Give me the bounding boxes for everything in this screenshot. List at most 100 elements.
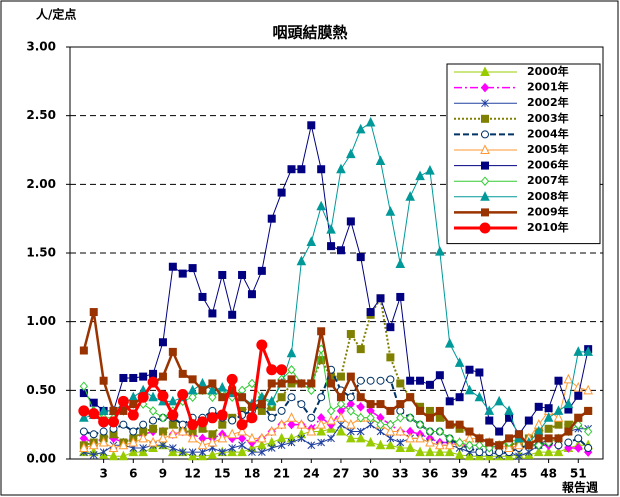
marker	[238, 441, 246, 450]
marker	[297, 434, 306, 443]
marker	[356, 427, 365, 436]
marker	[217, 381, 228, 392]
marker	[445, 433, 454, 444]
marker	[197, 450, 208, 461]
marker	[218, 270, 227, 279]
marker	[336, 399, 346, 409]
marker	[455, 420, 464, 429]
marker	[386, 375, 395, 384]
series	[79, 121, 593, 439]
series-line	[82, 310, 589, 447]
marker	[465, 427, 474, 436]
legend-label: 2003年	[527, 111, 569, 125]
marker	[238, 393, 247, 402]
marker	[267, 413, 276, 422]
marker	[346, 148, 356, 159]
marker	[504, 442, 514, 453]
marker	[197, 439, 208, 450]
marker	[396, 400, 405, 409]
marker	[277, 406, 286, 415]
marker	[208, 430, 217, 439]
marker	[277, 441, 286, 450]
marker	[554, 420, 563, 429]
marker	[406, 393, 415, 402]
marker	[177, 425, 188, 436]
marker	[475, 368, 484, 377]
marker	[445, 420, 454, 429]
marker	[286, 347, 297, 358]
marker	[216, 409, 228, 421]
marker	[88, 439, 99, 450]
plot-frame	[69, 46, 604, 460]
marker	[88, 408, 100, 420]
marker	[346, 432, 356, 443]
marker	[465, 365, 474, 374]
marker	[435, 246, 445, 256]
marker	[385, 425, 396, 436]
marker	[317, 438, 326, 447]
marker	[129, 400, 138, 409]
marker	[257, 266, 266, 275]
marker	[208, 392, 217, 402]
marker	[415, 419, 425, 430]
series	[79, 308, 593, 450]
x-tick-label: 30	[362, 467, 379, 481]
marker	[117, 395, 129, 407]
marker	[336, 425, 346, 436]
marker	[297, 400, 306, 409]
marker	[396, 413, 405, 423]
marker	[395, 258, 406, 268]
marker	[296, 255, 307, 266]
marker	[544, 424, 553, 433]
marker	[534, 402, 543, 411]
marker	[485, 416, 494, 425]
marker	[584, 426, 593, 437]
marker	[188, 392, 197, 402]
legend-box	[446, 63, 601, 245]
marker	[138, 446, 148, 457]
marker	[475, 434, 484, 443]
marker	[385, 206, 396, 216]
marker	[197, 416, 209, 428]
marker	[296, 419, 307, 429]
legend-label: 2009年	[527, 204, 569, 218]
marker	[316, 419, 326, 429]
marker	[198, 386, 207, 395]
marker	[563, 398, 574, 409]
marker	[415, 432, 425, 443]
marker	[247, 432, 257, 443]
marker	[297, 379, 306, 388]
marker	[481, 99, 489, 108]
series-line	[83, 428, 589, 457]
marker	[480, 82, 490, 93]
marker	[168, 446, 178, 457]
marker	[346, 217, 355, 226]
marker	[481, 114, 489, 123]
marker	[481, 161, 489, 170]
x-tick-label: 15	[214, 467, 231, 481]
series-line	[83, 368, 589, 454]
marker	[386, 406, 395, 415]
marker	[336, 246, 345, 255]
marker	[455, 393, 464, 402]
marker	[480, 191, 490, 201]
marker	[218, 393, 227, 402]
marker	[89, 430, 98, 439]
series-line	[83, 122, 589, 444]
marker	[236, 419, 248, 431]
marker	[365, 436, 376, 447]
y-tick-label: 1.00	[26, 314, 56, 328]
marker	[306, 425, 317, 436]
marker	[514, 430, 523, 439]
marker	[435, 446, 445, 457]
marker	[79, 442, 89, 453]
marker	[406, 413, 415, 423]
x-tick-label: 24	[303, 467, 320, 481]
marker	[277, 188, 286, 197]
marker	[375, 155, 386, 165]
marker	[484, 405, 495, 415]
y-tick-label: 2.50	[26, 108, 56, 122]
marker	[108, 442, 119, 453]
marker	[178, 369, 187, 378]
